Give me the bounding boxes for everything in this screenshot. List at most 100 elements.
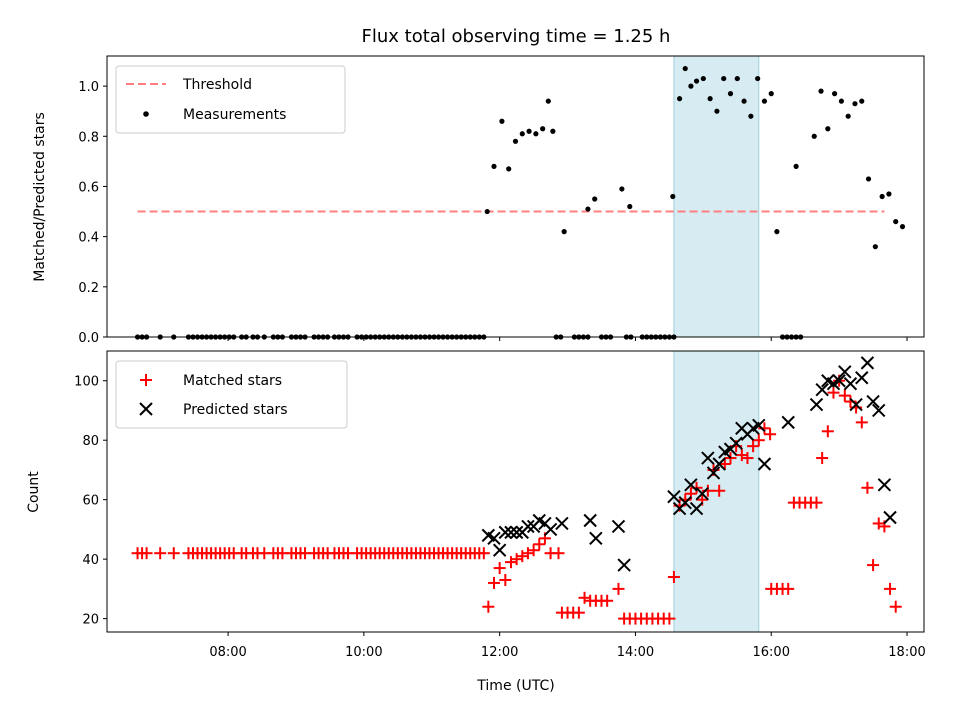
legend-predicted-swatch — [139, 402, 153, 416]
measurement-point — [825, 126, 831, 132]
measurement-point — [491, 163, 497, 169]
matched-star-point — [504, 556, 517, 569]
x-tick-label: 18:00 — [888, 645, 925, 660]
measurement-point — [627, 203, 633, 210]
measurement-point — [682, 65, 688, 72]
bottom-legend-box — [115, 360, 348, 429]
matched-star-point — [816, 452, 829, 465]
x-tick-label: 10:00 — [345, 645, 382, 660]
bottom-plot-frame — [106, 350, 925, 633]
predicted-star-point — [617, 558, 631, 572]
legend-measurements-swatch — [143, 111, 149, 117]
y-tick-label: 0.2 — [78, 281, 99, 296]
measurement-point — [721, 75, 727, 82]
legend-matched-label: Matched stars — [183, 373, 282, 389]
matched-star-point — [872, 517, 885, 530]
measurement-point — [519, 131, 525, 137]
matched-star-point — [167, 547, 180, 560]
matched-star-point — [533, 538, 546, 551]
matched-star-point — [713, 484, 726, 497]
predicted-star-point — [695, 487, 709, 501]
predicted-star-point — [667, 489, 681, 504]
predicted-star-point — [583, 513, 597, 528]
top-y-axis: 0.0 0.2 0.4 0.6 0.8 1.0 — [78, 80, 107, 346]
predicted-star-point — [729, 436, 743, 450]
matched-star-point — [493, 562, 506, 575]
top-highlight-band — [673, 55, 760, 338]
measurement-point — [533, 131, 539, 137]
measurement-point — [845, 113, 851, 119]
predicted-star-point — [815, 382, 829, 397]
x-tick-label: 14:00 — [617, 645, 654, 660]
measurement-point — [550, 128, 556, 134]
matched-star-point — [782, 582, 795, 595]
matched-star-point — [499, 573, 512, 586]
predicted-star-point — [843, 377, 858, 391]
measurement-point — [512, 138, 519, 144]
top-x-ticks — [227, 337, 908, 341]
predicted-star-point — [589, 531, 603, 546]
measurement-point — [693, 78, 700, 84]
matched-star-point — [510, 553, 523, 566]
measurement-point — [755, 75, 761, 82]
y-tick-label: 0.6 — [78, 180, 99, 195]
measurement-point — [526, 128, 532, 134]
measurement-point — [872, 244, 878, 250]
measurement-point — [748, 113, 754, 119]
matched-star-point — [855, 416, 868, 429]
matched-star-point — [827, 386, 840, 399]
measurement-point — [700, 75, 706, 82]
measurement-point — [832, 91, 838, 97]
y-tick-label: 1.0 — [78, 80, 99, 95]
measurement-point — [676, 96, 683, 102]
measurement-point — [561, 229, 567, 235]
measurement-point — [838, 98, 844, 104]
predicted-star-point — [498, 525, 513, 540]
measurement-point — [793, 163, 799, 169]
predicted-star-point — [866, 394, 880, 409]
measurement-point — [484, 208, 490, 215]
predicted-star-point — [689, 501, 704, 516]
predicted-star-point — [757, 457, 772, 471]
predicted-star-point — [684, 478, 698, 492]
measurement-point — [893, 218, 899, 225]
top-y-axis-label: Matched/Predicted stars — [32, 112, 48, 282]
matched-star-point — [861, 481, 874, 494]
matched-star-point — [838, 389, 851, 402]
predicted-star-point — [706, 466, 721, 480]
predicted-star-point — [855, 371, 869, 385]
matched-star-point — [663, 612, 676, 625]
matched-star-point — [552, 547, 565, 560]
measurement-point — [592, 196, 598, 202]
measurement-point — [899, 224, 906, 230]
x-axis-label: Time (UTC) — [476, 678, 554, 694]
predicted-star-point — [509, 525, 524, 540]
predicted-star-point — [883, 510, 897, 525]
predicted-star-point — [487, 531, 501, 546]
x-tick-label: 12:00 — [481, 645, 518, 660]
measurement-point — [774, 229, 780, 235]
legend-measurements-label: Measurements — [183, 107, 286, 123]
bottom-y-axis: 20 40 60 80 100 — [74, 375, 107, 628]
measurement-point — [727, 91, 734, 97]
measurement-point — [852, 101, 858, 107]
legend-predicted-label: Predicted stars — [183, 402, 288, 418]
predicted-star-point — [877, 478, 892, 492]
measurement-point — [540, 126, 546, 132]
matched-star-point — [527, 544, 540, 557]
y-tick-label: 0.0 — [78, 331, 99, 346]
predicted-star-point — [611, 519, 626, 534]
bottom-highlight-band — [673, 350, 760, 633]
measurement-point — [818, 88, 824, 94]
measurement-point — [859, 98, 865, 104]
predicted-star-point — [872, 403, 886, 418]
measurement-point — [865, 176, 872, 182]
matched-star-point — [521, 547, 534, 560]
measurement-point — [886, 191, 892, 197]
predicted-star-point — [781, 415, 795, 430]
matched-star-point — [154, 547, 167, 560]
chart-title: Flux total observing time = 1.25 h — [362, 26, 671, 47]
matched-star-point — [821, 425, 834, 438]
predicted-star-point — [543, 522, 558, 537]
top-markers — [134, 65, 906, 340]
